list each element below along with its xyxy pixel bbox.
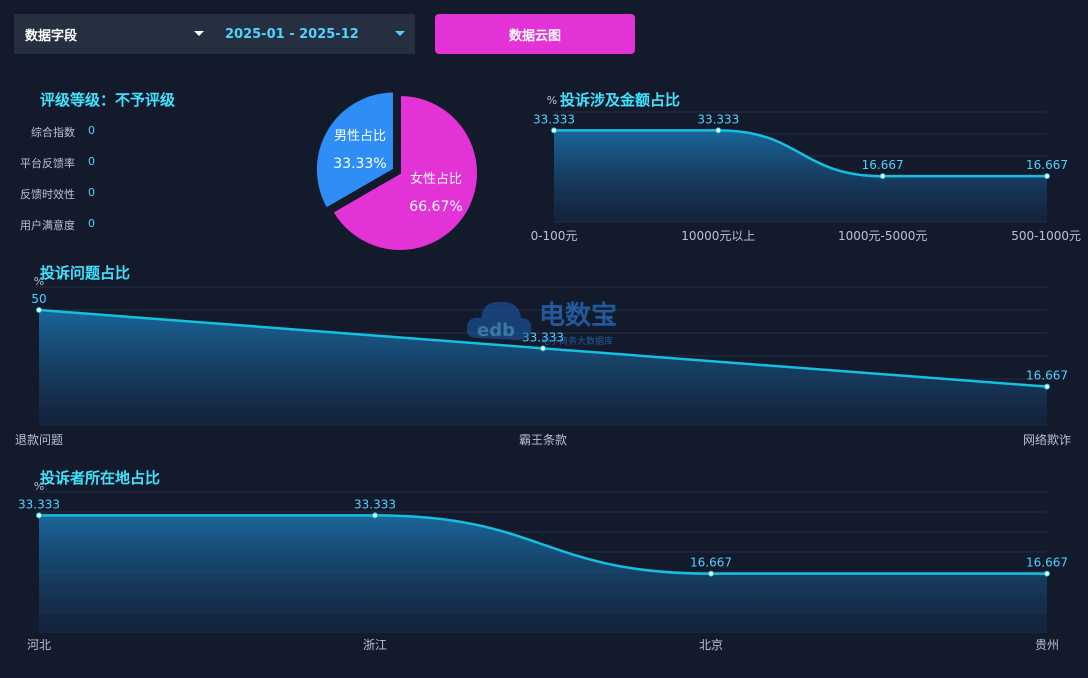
series-line xyxy=(554,129,1047,178)
watermark-subtext: 电子商务大数据库 xyxy=(541,335,613,347)
area-fill xyxy=(39,310,1047,425)
issue-area-chart: 50 退款问题 33.333 霸王条款 16.667 网络欺诈% xyxy=(15,275,1071,447)
x-tick-label: 退款问题 xyxy=(15,433,63,447)
gender-pie-chart: 男性占比 33.33% 女性占比 66.67% xyxy=(314,90,479,252)
x-tick-label: 10000元以上 xyxy=(681,229,755,243)
data-point xyxy=(36,307,42,313)
x-tick-label: 浙江 xyxy=(363,638,387,652)
y-axis-unit: % xyxy=(34,275,44,288)
pie-value-1: 66.67% xyxy=(409,199,462,215)
series-line xyxy=(39,514,1047,575)
metric-value-feedback-rate: 0 xyxy=(88,155,95,168)
data-label: 16.667 xyxy=(862,158,904,172)
y-axis-unit: % xyxy=(547,94,557,107)
data-label: 33.333 xyxy=(522,330,564,344)
x-tick-label: 网络欺诈 xyxy=(1023,432,1071,447)
data-point xyxy=(1044,570,1050,577)
location-chart-title: 投诉者所在地占比 xyxy=(40,469,161,487)
metric-label-satisfaction: 用户满意度 xyxy=(20,219,75,232)
x-tick-label: 贵州 xyxy=(1035,638,1059,652)
pie-label-1: 女性占比 xyxy=(410,171,462,187)
metric-label-timeliness: 反馈时效性 xyxy=(20,188,75,201)
field-dropdown[interactable]: 数据字段 xyxy=(14,14,214,54)
filter-toolbar: 数据字段 2025-01 - 2025-12 xyxy=(14,14,415,54)
data-label: 50 xyxy=(31,292,46,306)
amount-chart-title: 投诉涉及金额占比 xyxy=(560,91,681,109)
x-tick-label: 霸王条款 xyxy=(519,433,567,447)
chevron-down-icon xyxy=(194,31,204,36)
metric-value-composite: 0 xyxy=(88,124,95,137)
data-label: 16.667 xyxy=(690,556,732,570)
pie-label-0: 男性占比 xyxy=(334,129,386,144)
data-point xyxy=(551,127,557,134)
data-point xyxy=(1044,173,1050,180)
area-fill xyxy=(39,515,1047,632)
metric-label-composite: 综合指数 xyxy=(31,126,75,139)
pie-slice-1 xyxy=(331,93,479,252)
watermark-text: 电数宝 xyxy=(539,300,617,331)
date-range-dropdown[interactable]: 2025-01 - 2025-12 xyxy=(214,14,415,54)
x-tick-label: 河北 xyxy=(27,638,51,652)
y-axis-unit: % xyxy=(34,480,44,493)
watermark-logo: edb 电数宝 电子商务大数据库 xyxy=(466,300,617,347)
amount-area-chart: 33.333 0-100元 33.333 10000元以上 16.667 1000元-50… xyxy=(531,94,1081,243)
data-label: 33.333 xyxy=(697,112,739,126)
data-point xyxy=(36,512,42,519)
data-point xyxy=(715,127,722,134)
data-point xyxy=(879,173,886,180)
field-dropdown-value: 数据字段 xyxy=(25,28,78,44)
issue-chart-title: 投诉问题占比 xyxy=(40,264,131,282)
x-tick-label: 北京 xyxy=(699,638,723,652)
metric-label-feedback-rate: 平台反馈率 xyxy=(20,157,75,170)
x-tick-label: 1000元-5000元 xyxy=(838,229,927,243)
data-point xyxy=(1044,383,1050,390)
data-point xyxy=(708,570,714,577)
data-label: 16.667 xyxy=(1026,369,1068,383)
chevron-down-icon xyxy=(395,31,405,36)
date-range-value: 2025-01 - 2025-12 xyxy=(225,26,359,42)
location-area-chart: 33.333 河北 33.333 浙江 16.667 北京 16.667 贵州% xyxy=(18,480,1068,652)
pie-value-0: 33.33% xyxy=(333,156,386,172)
x-tick-label: 0-100元 xyxy=(531,229,578,243)
data-label: 16.667 xyxy=(1026,158,1068,172)
data-label: 33.333 xyxy=(18,497,60,511)
metric-value-satisfaction: 0 xyxy=(88,217,95,230)
x-tick-label: 500-1000元 xyxy=(1011,229,1081,243)
pie-slice-0 xyxy=(314,90,395,210)
data-point xyxy=(540,345,546,352)
data-label: 33.333 xyxy=(354,497,396,511)
data-cloud-button[interactable]: 数据云图 xyxy=(435,14,635,54)
data-point xyxy=(372,512,378,519)
data-label: 33.333 xyxy=(533,112,575,126)
rating-title: 评级等级：不予评级 xyxy=(40,91,176,109)
area-fill xyxy=(554,130,1047,222)
data-label: 16.667 xyxy=(1026,556,1068,570)
metric-value-timeliness: 0 xyxy=(88,186,95,199)
watermark-emblem-letters: edb xyxy=(477,320,515,341)
